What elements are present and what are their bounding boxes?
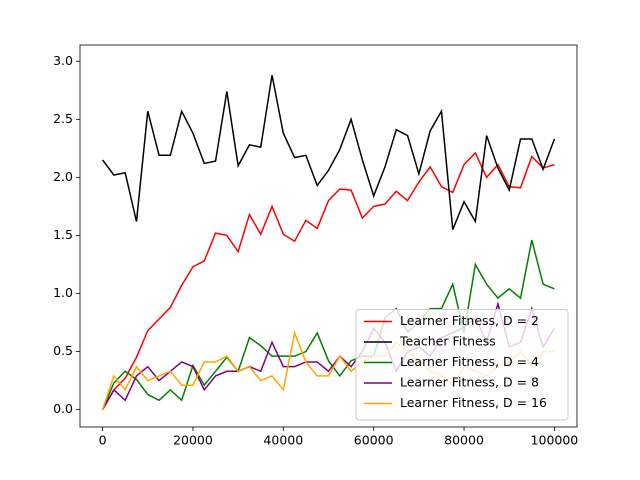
- legend-label: Learner Fitness, D = 4: [400, 354, 539, 369]
- x-tick-label: 80000: [444, 433, 484, 448]
- y-tick-label: 0.5: [53, 343, 73, 358]
- y-tick-label: 1.5: [53, 227, 73, 242]
- x-tick-label: 60000: [354, 433, 394, 448]
- legend-label: Learner Fitness, D = 16: [400, 395, 547, 410]
- x-tick-label: 20000: [173, 433, 213, 448]
- legend-box: [355, 309, 569, 421]
- y-tick-label: 2.5: [53, 111, 73, 126]
- series-line: [101, 239, 555, 410]
- legend-label: Learner Fitness, D = 2: [400, 313, 539, 328]
- legend-label: Learner Fitness, D = 8: [400, 375, 539, 390]
- x-tick-label: 40000: [263, 433, 303, 448]
- plot-frame: [79, 44, 578, 428]
- y-tick-label: 0.0: [53, 401, 73, 416]
- series-line: [101, 151, 555, 410]
- series-line: [101, 75, 556, 230]
- y-tick-label: 1.0: [53, 285, 73, 300]
- x-tick-label: 0: [99, 433, 107, 448]
- y-tick-label: 3.0: [53, 53, 73, 68]
- legend-label: Teacher Fitness: [399, 334, 496, 349]
- x-tick-label: 100000: [531, 433, 579, 448]
- y-tick-label: 2.0: [53, 169, 73, 184]
